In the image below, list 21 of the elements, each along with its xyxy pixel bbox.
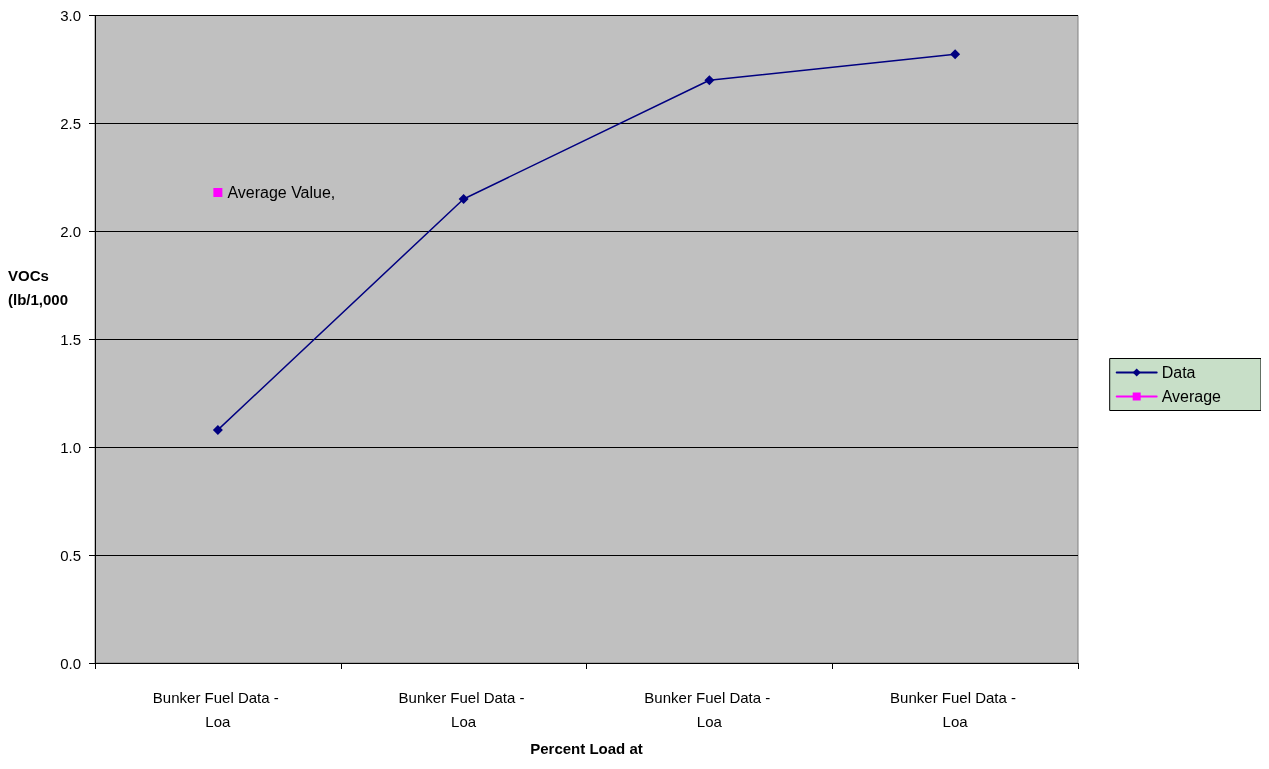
point xyxy=(950,49,961,60)
x-tick-label: Bunker Fuel Data - Loa xyxy=(398,688,529,730)
point xyxy=(458,193,469,204)
point xyxy=(213,187,223,197)
x-axis-title: Percent Load at xyxy=(530,740,643,757)
y-tick-label: 0.0 xyxy=(60,654,81,672)
y-tick-label: 2.5 xyxy=(60,114,81,132)
data-label: Average Value, xyxy=(227,183,336,201)
point xyxy=(212,424,223,435)
legend-label: Data xyxy=(1161,364,1196,381)
y-tick-label: 1.5 xyxy=(60,330,81,348)
y-tick-label: 3.0 xyxy=(60,7,81,24)
x-tick-label: Bunker Fuel Data - Loa xyxy=(890,688,1021,730)
x-tick-label: Bunker Fuel Data - Loa xyxy=(644,688,775,730)
point xyxy=(704,75,715,86)
legend-label: Average xyxy=(1161,388,1222,405)
y-tick-label: 0.5 xyxy=(60,546,81,564)
y-tick-label: 1.0 xyxy=(60,438,81,456)
y-axis-title: VOCs (lb/1,000 xyxy=(8,266,69,308)
x-tick-label: Bunker Fuel Data - Loa xyxy=(152,688,283,730)
y-tick-label: 2.0 xyxy=(60,222,81,240)
